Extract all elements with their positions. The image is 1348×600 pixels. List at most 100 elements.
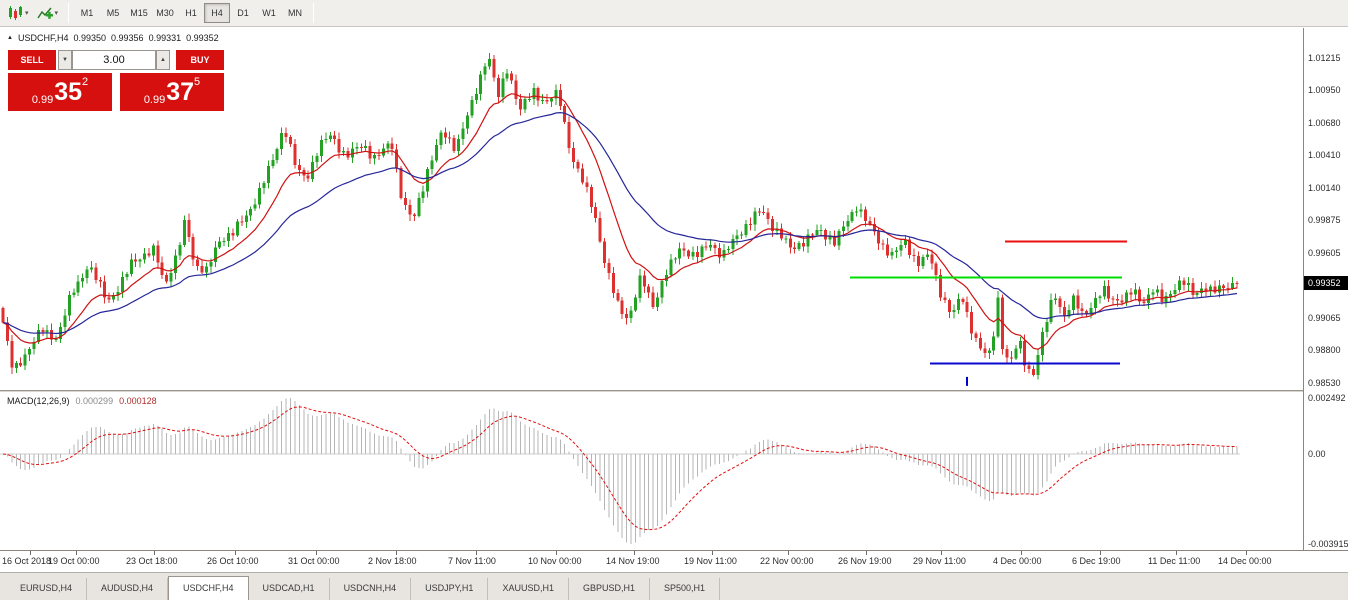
chart-tab-xauusd-h1[interactable]: XAUUSD,H1 (488, 578, 569, 600)
time-axis-tick (476, 551, 477, 555)
time-axis[interactable]: 16 Oct 2018 19 Oct 00:00 23 Oct 18:00 26 Oc… (0, 550, 1348, 572)
bid-price-prefix: 0.99 (31, 94, 54, 106)
indicators-button[interactable]: ▾ (34, 3, 62, 23)
buy-button[interactable]: BUY (176, 50, 224, 70)
time-axis-label: 26 Oct 10:00 (207, 556, 259, 566)
toolbar-separator (313, 3, 315, 23)
price-axis-label: 1.00140 (1308, 183, 1341, 194)
time-axis-label: 23 Oct 18:00 (126, 556, 178, 566)
time-axis-tick (154, 551, 155, 555)
macd-value: 0.000299 (75, 396, 114, 406)
time-axis-tick (30, 551, 31, 555)
time-axis-label: 2 Nov 18:00 (368, 556, 417, 566)
chart-tab-usdcnh-h4[interactable]: USDCNH,H4 (329, 578, 412, 600)
chart-tab-usdchf-h4[interactable]: USDCHF,H4 (168, 576, 249, 600)
macd-label: MACD(12,26,9) (7, 396, 70, 406)
macd-axis-label: 0.002492 (1308, 393, 1346, 403)
macd-canvas (0, 398, 1240, 544)
price-axis-label: 1.00950 (1308, 85, 1341, 96)
time-axis-tick (1176, 551, 1177, 555)
timeframe-button-m5[interactable]: M5 (106, 8, 120, 18)
time-axis-label: 29 Nov 11:00 (913, 556, 966, 566)
time-axis-label: 16 Oct 2018 (2, 556, 52, 566)
time-axis-tick (396, 551, 397, 555)
chart-tab-sp500-h1[interactable]: SP500,H1 (649, 578, 720, 600)
price-axis[interactable]: 1.01215 1.00950 1.00680 1.00410 1.00140 0.998… (1303, 28, 1348, 550)
candlestick-canvas[interactable] (0, 28, 1303, 390)
price-axis-label: 0.99065 (1308, 313, 1341, 324)
chart-tab-usdjpy-h1[interactable]: USDJPY,H1 (411, 578, 489, 600)
time-axis-label: 22 Nov 00:00 (760, 556, 814, 566)
price-axis-label: 0.99605 (1308, 247, 1341, 258)
price-chart[interactable]: ▲ USDCHF,H4 0.99350 0.99356 0.99331 0.99… (0, 28, 1303, 390)
time-axis-label: 19 Nov 11:00 (684, 556, 737, 566)
buy-price-button[interactable]: 0.99 37 5 (120, 73, 224, 111)
timeframe-button-h4[interactable]: H4 (204, 3, 231, 23)
ma-fast-line (2, 93, 1238, 350)
timeframe-button-m1[interactable]: M1 (80, 8, 94, 18)
macd-panel[interactable]: MACD(12,26,9) 0.000299 0.000128 (0, 392, 1303, 550)
toolbar: ▾ ▾ M1 M5 M15 M30 H1 H4 D1 W1 MN (0, 0, 1348, 27)
ohlc-low: 0.99331 (148, 33, 182, 43)
ask-price-pipette: 5 (194, 76, 201, 88)
time-axis-label: 6 Dec 19:00 (1072, 556, 1121, 566)
time-axis-tick (712, 551, 713, 555)
chart-tab-usdcad-h1[interactable]: USDCAD,H1 (248, 578, 330, 600)
timeframe-button-w1[interactable]: W1 (262, 8, 276, 18)
timeframe-button-m15[interactable]: M15 (130, 8, 148, 18)
lot-increase-button[interactable]: ▲ (156, 50, 170, 70)
time-axis-label: 4 Dec 00:00 (993, 556, 1042, 566)
sell-price-button[interactable]: 0.99 35 2 (8, 73, 112, 111)
toolbar-separator (68, 3, 70, 23)
timeframe-button-h1[interactable]: H1 (185, 8, 197, 18)
time-axis-tick (1100, 551, 1101, 555)
chart-tab-audusd-h4[interactable]: AUDUSD,H4 (87, 578, 169, 600)
indicators-icon (36, 7, 53, 19)
timeframe-button-d1[interactable]: D1 (237, 8, 249, 18)
time-axis-tick (1021, 551, 1022, 555)
time-axis-tick (941, 551, 942, 555)
time-axis-tick (1246, 551, 1247, 555)
time-axis-label: 19 Oct 00:00 (48, 556, 100, 566)
ohlc-close: 0.99352 (186, 33, 219, 43)
chart-tab-eurusd-h4[interactable]: EURUSD,H4 (6, 578, 88, 600)
bid-price-pipette: 2 (82, 76, 89, 88)
sell-button[interactable]: SELL (8, 50, 56, 70)
chevron-down-icon: ▾ (54, 10, 59, 17)
candlestick-chart-icon (9, 6, 22, 20)
timeframe-button-mn[interactable]: MN (288, 8, 303, 18)
time-axis-label: 11 Dec 11:00 (1148, 556, 1201, 566)
chart-tab-gbpusd-h1[interactable]: GBPUSD,H1 (568, 578, 650, 600)
macd-signal-line (2, 406, 1238, 531)
price-axis-label: 1.00410 (1308, 150, 1341, 161)
lot-decrease-button[interactable]: ▼ (58, 50, 72, 70)
lot-size-input[interactable] (72, 50, 156, 70)
time-axis-tick (866, 551, 867, 555)
chart-symbol-label: USDCHF,H4 (17, 33, 69, 43)
ask-price-big: 37 (166, 78, 195, 106)
chart-tab-bar: EURUSD,H4 AUDUSD,H4 USDCHF,H4 USDCAD,H1 USDC… (0, 572, 1348, 600)
time-axis-tick (634, 551, 635, 555)
chart-type-button[interactable]: ▾ (4, 3, 32, 23)
time-axis-label: 10 Nov 00:00 (528, 556, 582, 566)
time-axis-label: 31 Oct 00:00 (288, 556, 340, 566)
horizontal-levels[interactable] (850, 240, 1127, 365)
chevron-down-icon: ▾ (25, 10, 29, 17)
one-click-panel-toggle-icon[interactable]: ▲ (7, 35, 13, 41)
macd-axis-label: 0.00 (1308, 449, 1326, 459)
time-axis-tick (316, 551, 317, 555)
time-axis-label: 14 Dec 00:00 (1218, 556, 1272, 566)
time-axis-label: 7 Nov 11:00 (448, 556, 496, 566)
panel-splitter[interactable] (0, 390, 1348, 392)
timeframe-button-m30[interactable]: M30 (156, 8, 174, 18)
ohlc-open: 0.99350 (73, 33, 107, 43)
macd-signal-value: 0.000128 (119, 396, 157, 406)
time-axis-tick (788, 551, 789, 555)
price-axis-label: 0.99875 (1308, 215, 1341, 226)
time-axis-label: 14 Nov 19:00 (606, 556, 660, 566)
time-axis-label: 26 Nov 19:00 (838, 556, 892, 566)
time-axis-tick (235, 551, 236, 555)
one-click-trade-panel: SELL ▼ ▲ BUY 0.99 35 2 0.99 37 5 (8, 50, 224, 112)
time-axis-tick (556, 551, 557, 555)
